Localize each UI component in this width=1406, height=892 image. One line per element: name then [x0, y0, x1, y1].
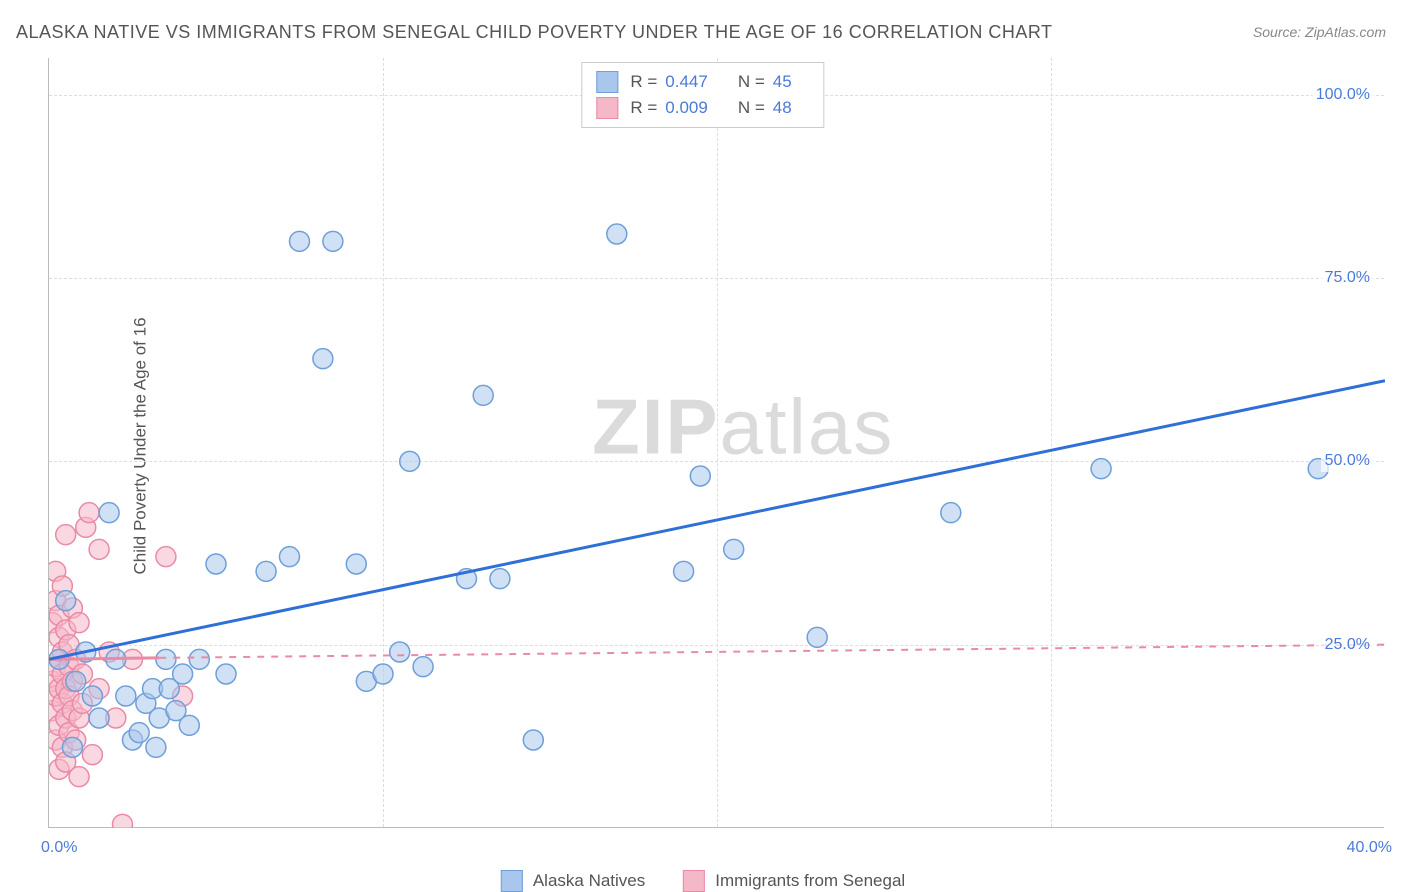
correlation-stats-legend: R = 0.447 N = 45 R = 0.009 N = 48 [581, 62, 824, 128]
y-tick-label: 25.0% [1321, 634, 1374, 656]
swatch-blue-icon [501, 870, 523, 892]
y-tick-label: 50.0% [1321, 450, 1374, 472]
y-tick-label: 100.0% [1312, 84, 1374, 106]
r-value-blue: 0.447 [665, 72, 708, 92]
stats-row-blue: R = 0.447 N = 45 [596, 69, 809, 95]
legend-item-blue: Alaska Natives [501, 870, 645, 892]
y-tick-label: 75.0% [1321, 267, 1374, 289]
legend-label-blue: Alaska Natives [533, 871, 645, 891]
n-value-pink: 48 [773, 98, 792, 118]
chart-title: ALASKA NATIVE VS IMMIGRANTS FROM SENEGAL… [16, 22, 1053, 43]
source-attribution: Source: ZipAtlas.com [1253, 24, 1386, 40]
swatch-blue-icon [596, 71, 618, 93]
r-label: R = [630, 72, 657, 92]
r-label: R = [630, 98, 657, 118]
scatter-plot-svg [49, 58, 1385, 828]
n-label: N = [738, 72, 765, 92]
legend-item-pink: Immigrants from Senegal [683, 870, 905, 892]
stats-row-pink: R = 0.009 N = 48 [596, 95, 809, 121]
swatch-pink-icon [596, 97, 618, 119]
series-legend: Alaska Natives Immigrants from Senegal [489, 870, 917, 892]
swatch-pink-icon [683, 870, 705, 892]
chart-plot-area: ZIPatlas 25.0%50.0%75.0%100.0%0.0%40.0% [48, 58, 1384, 828]
n-label: N = [738, 98, 765, 118]
r-value-pink: 0.009 [665, 98, 708, 118]
x-tick-label: 0.0% [41, 839, 77, 857]
n-value-blue: 45 [773, 72, 792, 92]
legend-label-pink: Immigrants from Senegal [715, 871, 905, 891]
x-tick-label: 40.0% [1347, 839, 1392, 857]
